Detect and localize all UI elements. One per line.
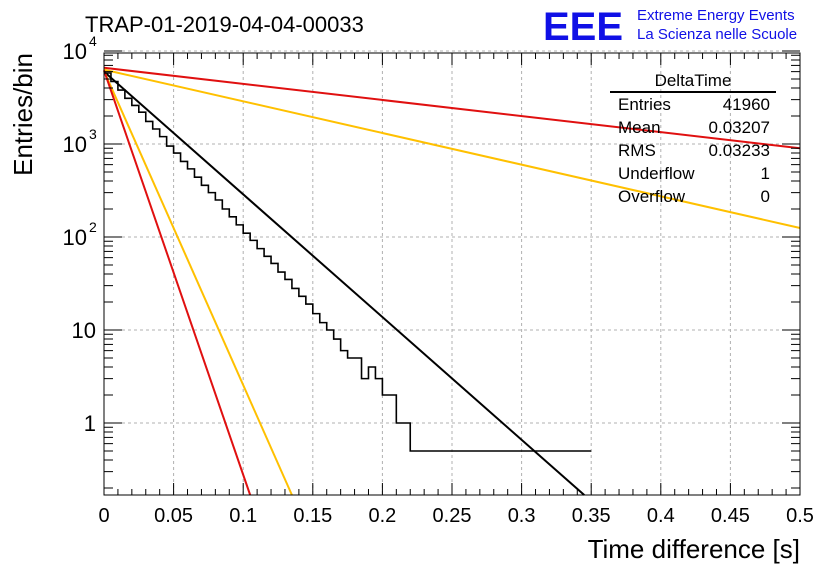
stats-row-value: 41960 <box>723 95 770 114</box>
fit-line <box>103 70 585 496</box>
y-tick-exponent: 3 <box>89 126 97 142</box>
x-tick-label: 0.5 <box>786 505 814 527</box>
x-tick-label: 0.05 <box>154 505 193 527</box>
x-tick-label: 0.35 <box>572 505 611 527</box>
y-tick-exponent: 4 <box>89 33 97 49</box>
stats-row-label: Overflow <box>618 187 686 206</box>
stats-box-name: DeltaTime <box>655 71 732 90</box>
grid <box>104 50 800 495</box>
y-tick-label: 10 <box>63 225 87 250</box>
x-tick-labels: 0 0.05 0.1 0.15 0.2 0.25 0.3 0.35 0.4 0.45 0.5 <box>98 505 813 527</box>
eee-logo-line1: Extreme Energy Events <box>637 7 795 24</box>
plot-area <box>103 66 801 496</box>
x-tick-label: 0.2 <box>368 505 396 527</box>
y-axis-title: Entries/bin <box>8 53 38 176</box>
chart-title: TRAP-01-2019-04-04-00033 <box>85 12 364 37</box>
x-tick-label: 0.25 <box>433 505 472 527</box>
x-tick-label: 0.15 <box>293 505 332 527</box>
y-tick-label: 10 <box>72 318 96 343</box>
y-tick-label: 10 <box>63 39 87 64</box>
stats-row-label: Mean <box>618 118 661 137</box>
stats-row-value: 1 <box>761 164 770 183</box>
fit-line <box>103 69 252 496</box>
y-tick-exponent: 2 <box>89 219 97 235</box>
y-tick-label: 10 <box>63 132 87 157</box>
stats-row-label: RMS <box>618 141 656 160</box>
stats-row-value: 0 <box>761 187 770 206</box>
stats-row-label: Underflow <box>618 164 695 183</box>
x-axis-title: Time difference [s] <box>588 534 800 564</box>
x-tick-label: 0.1 <box>229 505 257 527</box>
stats-row-value: 0.03207 <box>709 118 770 137</box>
fit-line <box>103 68 801 229</box>
histogram-series <box>104 72 592 452</box>
stats-box: DeltaTime Entries 41960 Mean 0.03207 RMS 0.03… <box>610 71 776 206</box>
x-tick-label: 0.4 <box>647 505 675 527</box>
axis-ticks <box>103 50 801 495</box>
eee-logo-mark: EEE <box>543 5 623 49</box>
x-tick-label: 0.3 <box>508 505 536 527</box>
eee-logo-line2: La Scienza nelle Scuole <box>637 26 797 43</box>
y-tick-label: 1 <box>84 411 96 436</box>
x-tick-label: 0.45 <box>711 505 750 527</box>
x-tick-label: 0 <box>98 505 109 527</box>
stats-row-value: 0.03233 <box>709 141 770 160</box>
stats-row-label: Entries <box>618 95 671 114</box>
fit-line <box>103 70 293 496</box>
fit-line <box>103 66 801 150</box>
